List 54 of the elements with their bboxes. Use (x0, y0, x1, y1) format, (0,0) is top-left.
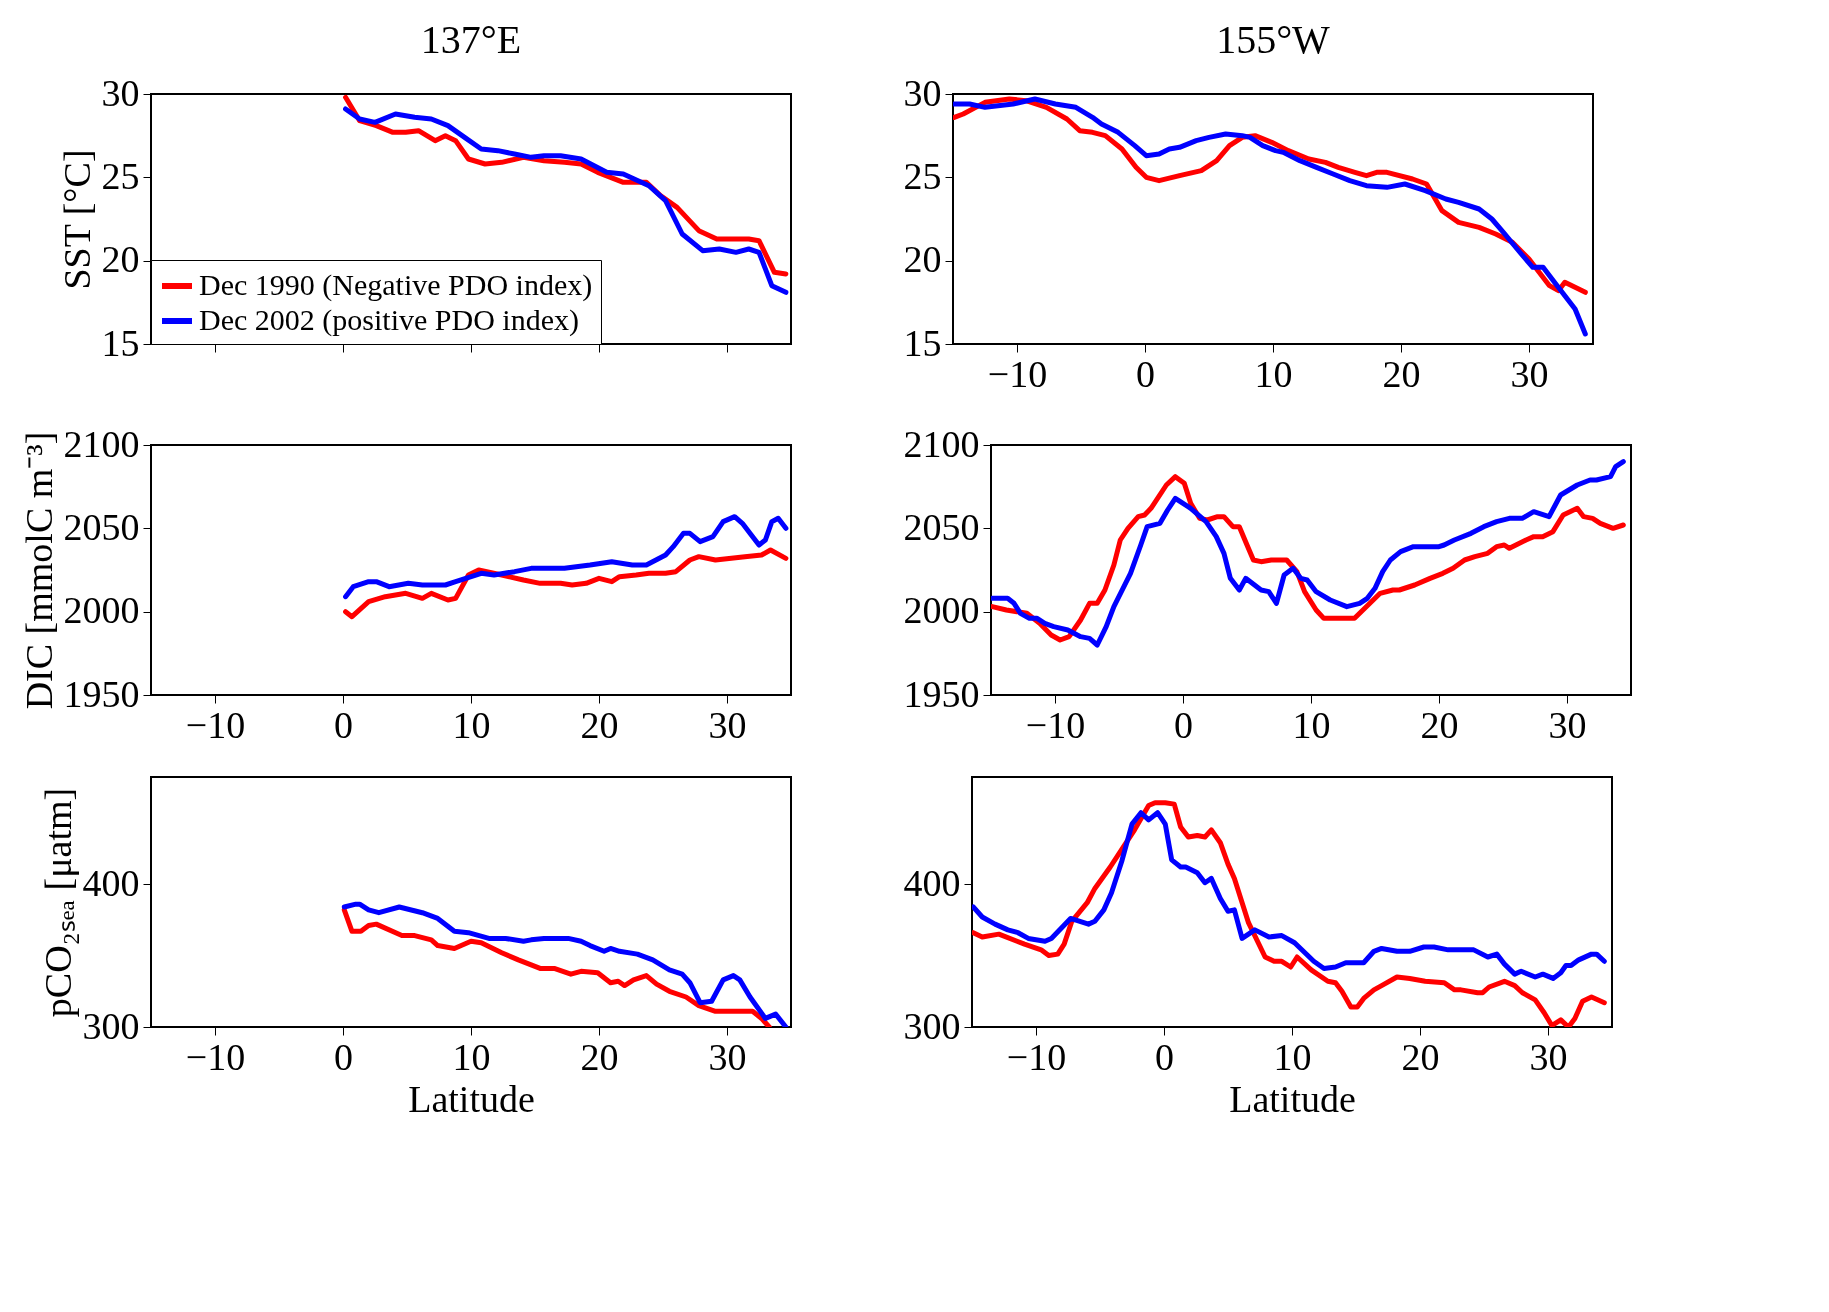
x-tick-label: −10 (1006, 1035, 1067, 1078)
x-tick-label: 0 (1174, 703, 1193, 746)
y-tick-label: 2100 (63, 422, 140, 465)
x-tick-label: 0 (1136, 352, 1155, 395)
x-tick-label: 10 (1254, 352, 1293, 395)
x-tick-label: −10 (185, 1035, 246, 1078)
y-tick-label: 2050 (903, 505, 980, 548)
chart-title: 137°E (420, 17, 522, 62)
y-tick-label: 300 (903, 1004, 961, 1047)
y-tick-label: 20 (101, 238, 140, 281)
x-tick-label: 30 (1510, 352, 1549, 395)
x-tick-label: 0 (334, 1035, 353, 1078)
x-tick-label: 20 (1382, 352, 1421, 395)
y-tick-label: 25 (101, 154, 140, 197)
y-axis-title: pCO₂ₛₑₐ [μatm] (36, 787, 79, 1018)
x-tick-label: −10 (987, 352, 1048, 395)
x-tick-label: 10 (452, 1035, 491, 1078)
y-tick-label: 2050 (63, 505, 140, 548)
x-axis-title: Latitude (408, 1077, 535, 1120)
x-tick-label: −10 (185, 703, 246, 746)
y-tick-label: 30 (101, 71, 140, 114)
y-tick-label: 2100 (903, 422, 980, 465)
x-tick-label: 30 (708, 703, 747, 746)
y-tick-label: 400 (903, 861, 961, 904)
y-tick-label: 2000 (63, 589, 140, 632)
y-tick-label: 20 (903, 238, 942, 281)
x-tick-label: 30 (1548, 703, 1587, 746)
x-tick-label: 10 (452, 703, 491, 746)
y-axis-title: SST [°C] (55, 149, 98, 290)
y-tick-label: 1950 (903, 672, 980, 715)
x-tick-label: −10 (1025, 703, 1086, 746)
x-tick-label: 0 (334, 703, 353, 746)
y-tick-label: 30 (903, 71, 942, 114)
y-tick-label: 15 (101, 321, 140, 364)
y-tick-label: 25 (903, 154, 942, 197)
x-tick-label: 20 (1420, 703, 1459, 746)
x-tick-label: 10 (1292, 703, 1331, 746)
y-tick-label: 2000 (903, 589, 980, 632)
y-axis-title: DIC [mmolC m⁻³] (17, 431, 60, 710)
x-tick-label: 30 (708, 1035, 747, 1078)
x-tick-label: 0 (1155, 1035, 1174, 1078)
x-tick-label: 10 (1273, 1035, 1312, 1078)
x-tick-label: 20 (580, 1035, 619, 1078)
legend-label: Dec 1990 (Negative PDO index) (199, 268, 593, 302)
chart-title: 155°W (1216, 17, 1331, 62)
y-tick-label: 400 (82, 861, 140, 904)
y-tick-label: 300 (82, 1004, 140, 1047)
legend-label: Dec 2002 (positive PDO index) (199, 303, 579, 337)
x-tick-label: 20 (1401, 1035, 1440, 1078)
y-tick-label: 15 (903, 321, 942, 364)
x-axis-title: Latitude (1229, 1077, 1356, 1120)
x-tick-label: 30 (1529, 1035, 1568, 1078)
y-tick-label: 1950 (63, 672, 140, 715)
x-tick-label: 20 (580, 703, 619, 746)
